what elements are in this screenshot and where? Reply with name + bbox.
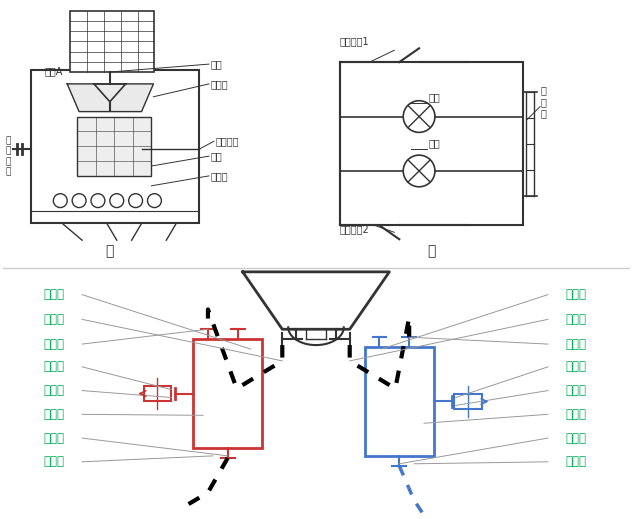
- Text: 排水阀: 排水阀: [565, 455, 586, 468]
- Text: 进水管: 进水管: [44, 337, 65, 351]
- Bar: [144, 386, 172, 402]
- Text: 冷水管: 冷水管: [565, 360, 586, 373]
- Text: 控水槽: 控水槽: [211, 79, 229, 89]
- Text: 热阻: 热阻: [211, 151, 223, 161]
- Polygon shape: [242, 272, 389, 329]
- Bar: [454, 393, 482, 409]
- Text: 热水管: 热水管: [44, 384, 65, 397]
- Text: 加
热
管: 加 热 管: [541, 85, 547, 118]
- Text: 聪明座: 聪明座: [565, 288, 586, 301]
- Text: 排气室: 排气室: [44, 288, 65, 301]
- Text: 冷
水
开
关: 冷 水 开 关: [5, 136, 10, 176]
- Text: 排气管: 排气管: [44, 313, 65, 326]
- Text: 浮体A: 浮体A: [44, 66, 63, 76]
- Text: 温控开关2: 温控开关2: [340, 224, 370, 234]
- Text: 冷水胆: 冷水胆: [565, 408, 586, 421]
- Bar: [77, 117, 151, 176]
- Text: 乙: 乙: [427, 244, 435, 258]
- Text: 热水胆: 热水胆: [44, 408, 65, 421]
- Text: 温控开关1: 温控开关1: [340, 36, 370, 46]
- Text: 红灯: 红灯: [429, 138, 441, 148]
- Bar: [340, 62, 523, 225]
- Bar: [365, 347, 434, 456]
- Text: 冷水阀: 冷水阀: [565, 384, 586, 397]
- Text: 进水管: 进水管: [565, 337, 586, 351]
- Text: 加热管: 加热管: [211, 171, 229, 181]
- Text: 阀门: 阀门: [211, 59, 223, 69]
- Text: 排水阀: 排水阀: [44, 455, 65, 468]
- Text: 开水开关: 开水开关: [216, 136, 239, 146]
- Polygon shape: [67, 84, 153, 112]
- Bar: [30, 70, 199, 223]
- Text: 贮水罐: 贮水罐: [565, 313, 586, 326]
- Text: 甲: 甲: [106, 244, 114, 258]
- Text: 绿灯: 绿灯: [429, 92, 441, 102]
- Text: 热水阀: 热水阀: [44, 360, 65, 373]
- Bar: [193, 339, 263, 448]
- Bar: [70, 11, 154, 72]
- Text: 排水管: 排水管: [565, 432, 586, 445]
- Text: 排水管: 排水管: [44, 432, 65, 445]
